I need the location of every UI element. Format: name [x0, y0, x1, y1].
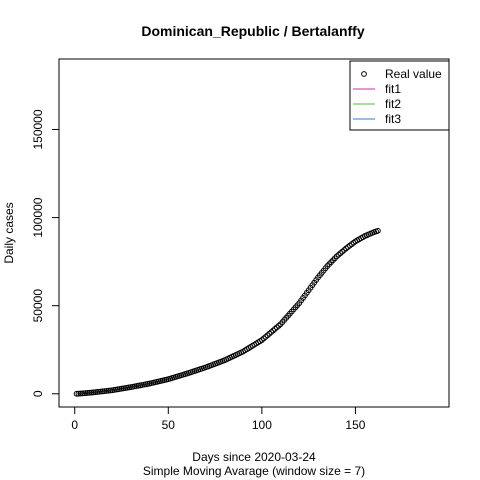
- data-point: [81, 390, 87, 397]
- data-point: [77, 390, 84, 397]
- data-points: [73, 227, 381, 397]
- legend-label: fit2: [385, 97, 401, 111]
- x-tick-label: 0: [71, 418, 78, 432]
- y-tick-label: 100000: [31, 197, 45, 237]
- legend-label: fit3: [385, 112, 401, 126]
- x-tick-label: 150: [345, 418, 365, 432]
- chart-title: Dominican_Republic / Bertalanffy: [141, 23, 364, 39]
- y-tick-label: 150000: [31, 109, 45, 149]
- x-tick-label: 50: [162, 418, 176, 432]
- y-axis-label: Daily cases: [2, 202, 16, 263]
- x-axis: 0 50 100 150: [71, 406, 366, 432]
- data-point: [374, 227, 381, 234]
- data-point: [83, 390, 89, 396]
- x-tick-label: 100: [252, 418, 272, 432]
- data-point: [86, 389, 93, 396]
- y-axis: 0 50000 100000 150000: [31, 109, 60, 397]
- data-point: [79, 390, 86, 397]
- y-tick-label: 50000: [31, 289, 45, 323]
- data-point: [88, 389, 95, 396]
- data-point: [75, 390, 82, 397]
- y-tick-label: 0: [31, 390, 45, 397]
- data-point: [73, 390, 80, 397]
- data-point: [84, 390, 91, 396]
- legend-label: Real value: [385, 67, 442, 81]
- x-axis-label: Days since 2020-03-24: [192, 450, 316, 464]
- legend-label: fit1: [385, 82, 401, 96]
- x-axis-subtitle: Simple Moving Avarage (window size = 7): [143, 464, 365, 478]
- legend-symbol: [361, 71, 367, 77]
